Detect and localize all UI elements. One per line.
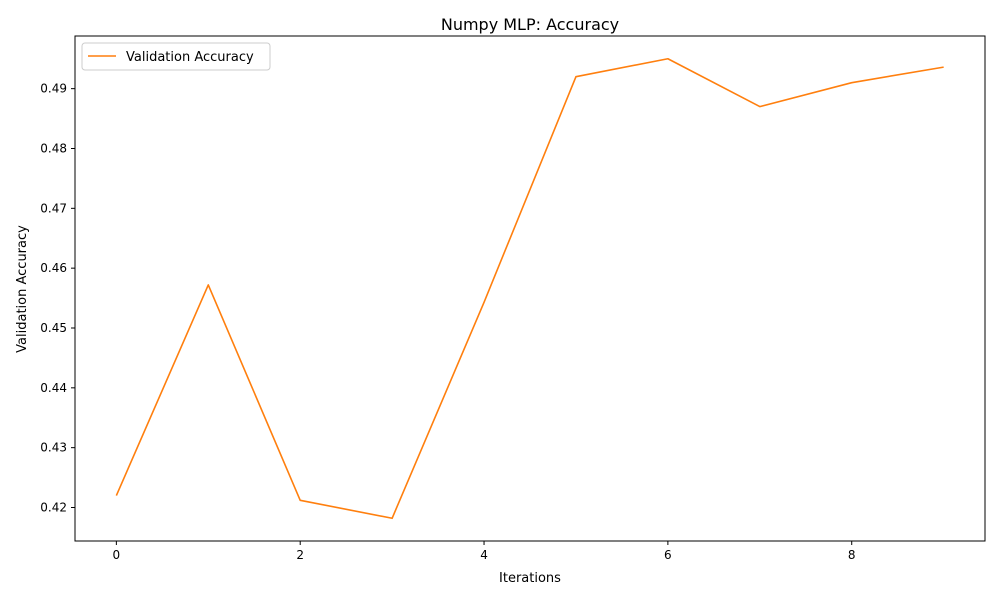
x-tick-label: 8 <box>848 548 856 562</box>
x-axis-label: Iterations <box>499 571 561 586</box>
x-tick-label: 6 <box>664 548 672 562</box>
y-axis-label: Validation Accuracy <box>15 225 30 353</box>
x-tick-label: 2 <box>296 548 304 562</box>
y-tick-label: 0.45 <box>40 321 67 335</box>
x-tick-label: 0 <box>113 548 121 562</box>
y-tick-label: 0.43 <box>40 441 67 455</box>
y-tick-label: 0.48 <box>40 141 67 155</box>
chart-title: Numpy MLP: Accuracy <box>441 15 619 34</box>
y-tick-label: 0.44 <box>40 381 67 395</box>
legend: Validation Accuracy <box>82 43 270 70</box>
y-tick-label: 0.42 <box>40 500 67 514</box>
legend-label-validation-accuracy: Validation Accuracy <box>126 50 254 65</box>
y-tick-label: 0.47 <box>40 201 67 215</box>
y-tick-label: 0.49 <box>40 82 67 96</box>
y-tick-label: 0.46 <box>40 261 67 275</box>
x-tick-label: 4 <box>480 548 488 562</box>
